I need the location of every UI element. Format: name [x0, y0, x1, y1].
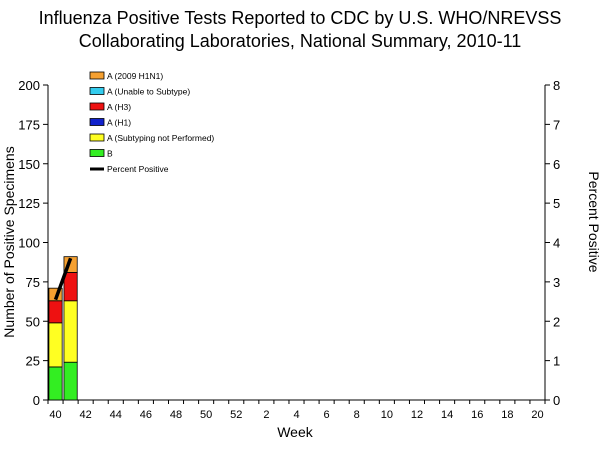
- percent-positive-line: [53, 257, 73, 301]
- legend-label: A (Unable to Subtype): [107, 87, 190, 97]
- bar-segment: [63, 272, 78, 302]
- x-tick-label: 46: [140, 409, 152, 421]
- y2-tick-label: 0: [553, 393, 560, 408]
- legend-label: A (Subtyping not Performed): [107, 133, 214, 143]
- y2-tick-label: 3: [553, 275, 560, 290]
- x-tick-label: 18: [501, 409, 513, 421]
- x-tick-label: 8: [354, 409, 360, 421]
- y-tick-label: 125: [18, 196, 40, 211]
- y2-tick-label: 7: [553, 117, 560, 132]
- x-tick-label: 10: [381, 409, 393, 421]
- bar-segment: [48, 322, 63, 368]
- x-axis-label: Week: [277, 424, 314, 440]
- legend-swatch: [89, 149, 105, 157]
- x-tick-label: 44: [110, 409, 122, 421]
- y-tick-label: 50: [26, 314, 40, 329]
- y2-tick-label: 5: [553, 196, 560, 211]
- x-tick-label: 6: [324, 409, 330, 421]
- bar-segment: [48, 366, 63, 401]
- y2-axis-label: Percent Positive: [586, 171, 600, 272]
- x-tick-label: 40: [49, 409, 61, 421]
- legend-swatch: [89, 133, 105, 142]
- legend-label: A (H1): [107, 118, 131, 128]
- x-tick-label: 20: [531, 409, 543, 421]
- y-tick-label: 175: [18, 117, 40, 132]
- y2-tick-label: 1: [553, 354, 560, 369]
- legend-swatch: [89, 71, 105, 80]
- legend-swatch: [89, 102, 105, 111]
- y-tick-label: 0: [33, 393, 40, 408]
- x-tick-label: 2: [263, 409, 269, 421]
- x-tick-label: 16: [471, 409, 483, 421]
- legend-label: A (2009 H1N1): [107, 71, 163, 81]
- y-axis-label: Number of Positive Specimens: [1, 146, 17, 337]
- y-tick-label: 75: [26, 275, 40, 290]
- x-tick-label: 4: [293, 409, 299, 421]
- bar-segment: [63, 300, 78, 363]
- x-tick-label: 12: [411, 409, 423, 421]
- y2-tick-label: 8: [553, 78, 560, 93]
- legend-swatch: [89, 87, 105, 95]
- x-tick-label: 48: [170, 409, 182, 421]
- y-tick-label: 25: [26, 354, 40, 369]
- x-tick-label: 50: [200, 409, 212, 421]
- x-tick-label: 42: [80, 409, 92, 421]
- chart-title-line-1: Influenza Positive Tests Reported to CDC…: [39, 8, 562, 28]
- y2-tick-label: 4: [553, 236, 560, 251]
- chart-title-line-2: Collaborating Laboratories, National Sum…: [79, 31, 522, 51]
- legend-label: B: [107, 149, 113, 159]
- x-tick-label: 14: [441, 409, 453, 421]
- x-tick-label: 52: [230, 409, 242, 421]
- y-tick-label: 100: [18, 236, 40, 251]
- bar-segment: [48, 300, 63, 324]
- bar-segment: [63, 361, 78, 401]
- legend-label: A (H3): [107, 102, 131, 112]
- legend-swatch: [89, 118, 105, 126]
- y-tick-label: 150: [18, 157, 40, 172]
- y2-tick-label: 2: [553, 314, 560, 329]
- y2-tick-label: 6: [553, 157, 560, 172]
- y-tick-label: 200: [18, 78, 40, 93]
- legend-label: Percent Positive: [107, 164, 169, 174]
